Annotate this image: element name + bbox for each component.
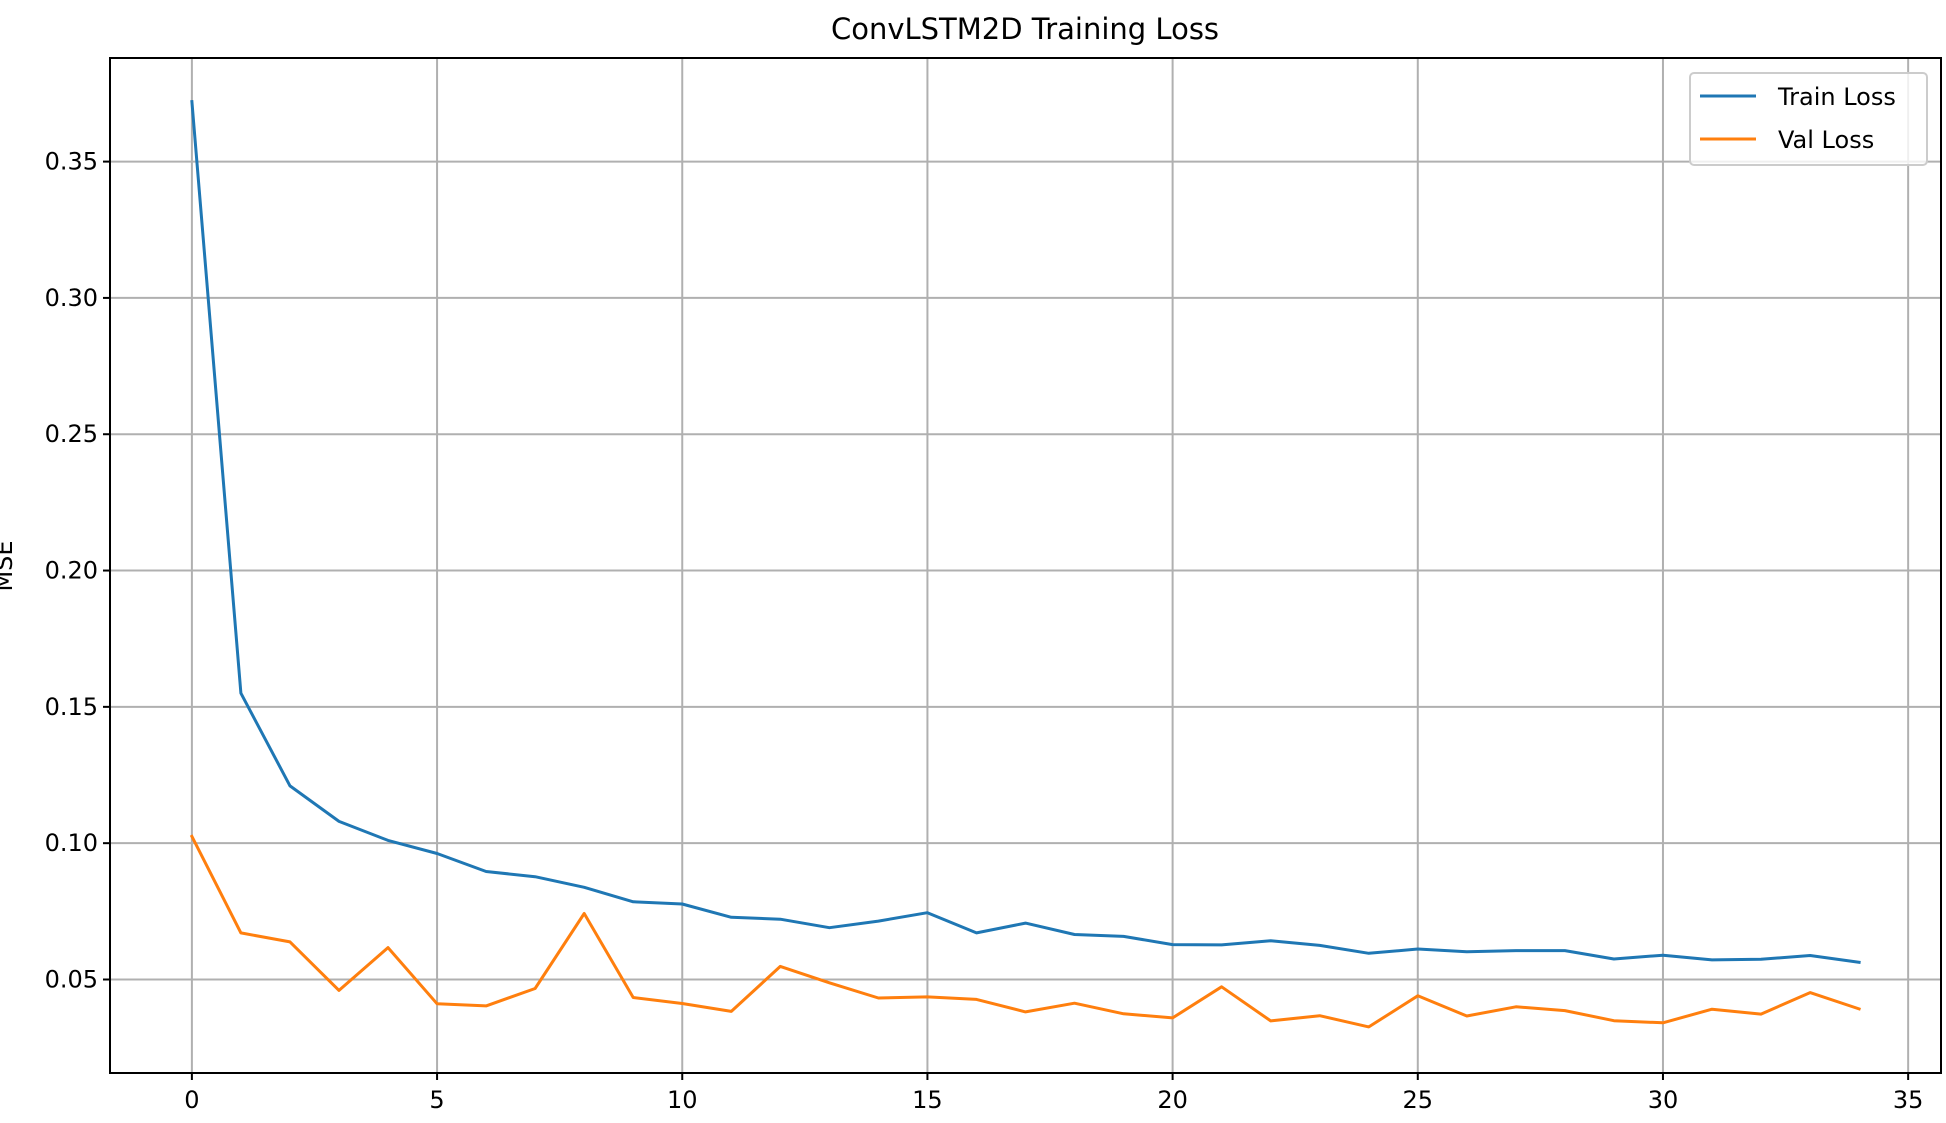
- y-tick-label: 0.10: [45, 829, 98, 857]
- y-tick-label: 0.25: [45, 420, 98, 448]
- x-tick-label: 20: [1157, 1086, 1188, 1114]
- x-tick-label: 35: [1893, 1086, 1924, 1114]
- x-tick-label: 15: [912, 1086, 943, 1114]
- series-lines: [189, 99, 1861, 1029]
- y-tick-label: 0.20: [45, 557, 98, 585]
- x-tick-label: 0: [184, 1086, 199, 1114]
- x-tick-label: 5: [429, 1086, 444, 1114]
- y-tick-label: 0.35: [45, 148, 98, 176]
- x-tick-label: 10: [667, 1086, 698, 1114]
- x-tick-label: 30: [1648, 1086, 1679, 1114]
- series-line-train-loss: [190, 99, 1861, 964]
- y-tick-label: 0.15: [45, 693, 98, 721]
- series-line-val-loss: [189, 834, 1861, 1029]
- plot-frame: [109, 57, 1942, 1074]
- legend-label: Train Loss: [1777, 83, 1896, 111]
- axis-ticks: 0 5 10 15 20 25 30 35 0.05 0.10 0.15 0.20 0.25 0.30 0.…: [45, 148, 1924, 1114]
- y-axis-label: MSE: [0, 540, 18, 591]
- x-tick-label: 25: [1403, 1086, 1434, 1114]
- y-tick-label: 0.30: [45, 284, 98, 312]
- legend: Train Loss Val Loss: [1689, 72, 1928, 166]
- y-tick-label: 0.05: [45, 965, 98, 993]
- legend-label: Val Loss: [1778, 126, 1874, 154]
- chart-title: ConvLSTM2D Training Loss: [831, 12, 1219, 46]
